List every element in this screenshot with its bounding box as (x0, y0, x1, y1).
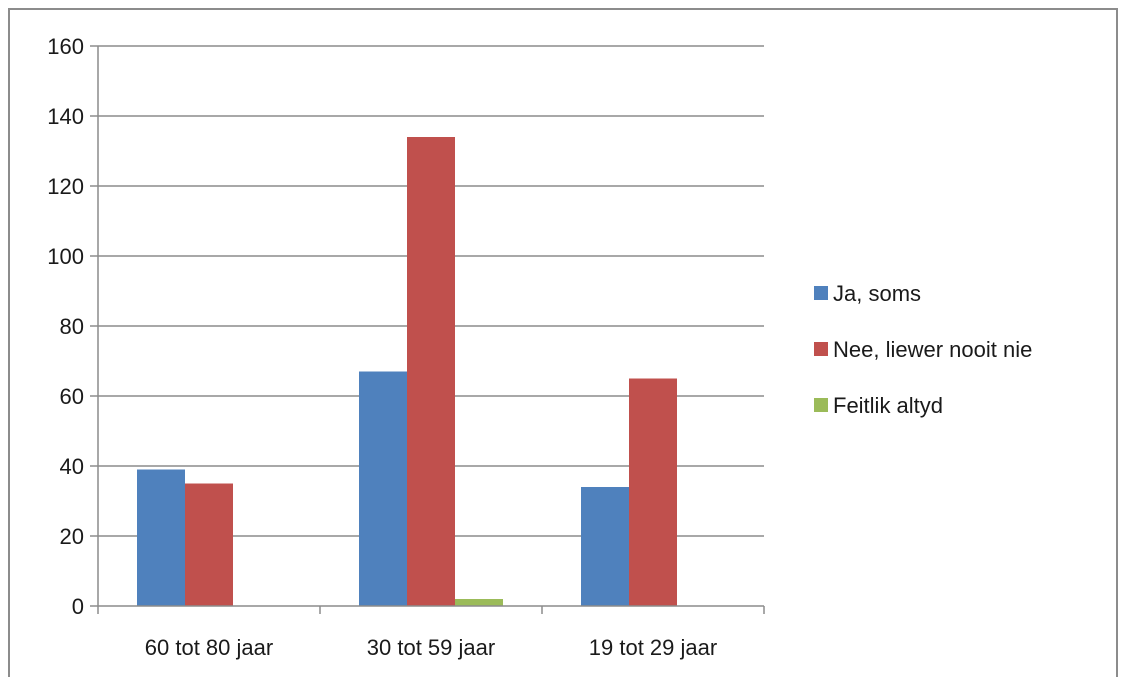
y-tick-label: 140 (47, 104, 84, 129)
bar (407, 137, 455, 606)
y-tick-label: 120 (47, 174, 84, 199)
y-tick-label: 160 (47, 34, 84, 59)
bar (137, 469, 185, 606)
bar (185, 483, 233, 606)
legend-label: Feitlik altyd (833, 393, 943, 418)
bars (137, 137, 677, 606)
category-labels: 60 tot 80 jaar 30 tot 59 jaar 19 tot 29 ja… (145, 635, 717, 660)
y-tick-label: 80 (60, 314, 84, 339)
y-tick-label: 40 (60, 454, 84, 479)
axes (97, 46, 765, 614)
category-label: 19 tot 29 jaar (589, 635, 717, 660)
legend: Ja, soms Nee, liewer nooit nie Feitlik alt… (814, 281, 1032, 418)
bar (455, 599, 503, 606)
legend-swatch (814, 342, 828, 356)
y-tick-labels: 0 20 40 60 80 100 120 140 160 (47, 34, 84, 619)
legend-swatch (814, 286, 828, 300)
bar (359, 371, 407, 606)
legend-label: Nee, liewer nooit nie (833, 337, 1032, 362)
bar (581, 487, 629, 606)
y-tick-label: 100 (47, 244, 84, 269)
bar (629, 378, 677, 606)
category-label: 30 tot 59 jaar (367, 635, 495, 660)
y-tick-label: 20 (60, 524, 84, 549)
legend-swatch (814, 398, 828, 412)
y-tick-label: 0 (72, 594, 84, 619)
category-label: 60 tot 80 jaar (145, 635, 273, 660)
y-tick-label: 60 (60, 384, 84, 409)
legend-label: Ja, soms (833, 281, 921, 306)
